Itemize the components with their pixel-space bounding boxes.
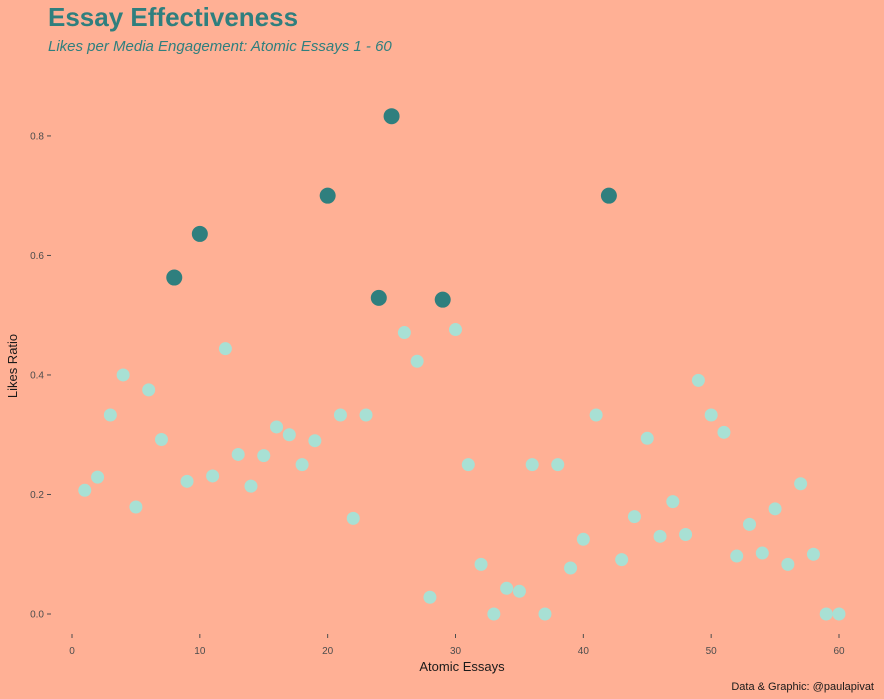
data-point [538,607,552,621]
y-axis: 0.0 0.2 0.4 0.6 0.8 [30,131,51,621]
data-point [333,408,347,422]
x-tick-label: 0 [69,646,75,657]
data-point [691,373,705,387]
data-point [806,547,820,561]
data-point [231,447,245,461]
data-point [627,510,641,524]
chart-subtitle: Likes per Media Engagement: Atomic Essay… [48,38,392,55]
data-point [576,532,590,546]
data-point [295,458,309,472]
data-point [206,469,220,483]
data-point [474,557,488,571]
x-tick-label: 60 [833,646,845,657]
highlighted-data-point [370,289,387,306]
y-tick-label: 0.4 [30,370,44,381]
y-tick-label: 0.0 [30,610,44,621]
data-point [142,383,156,397]
data-point [180,474,194,488]
data-point [91,470,105,484]
data-point [154,433,168,447]
x-axis: 0 10 20 30 40 50 60 [69,634,845,657]
data-point [704,408,718,422]
data-point [640,431,654,445]
data-point [781,557,795,571]
data-point [832,607,846,621]
data-point [794,477,808,491]
x-tick-label: 30 [450,646,462,657]
highlighted-data-point [383,108,400,125]
y-tick-label: 0.8 [30,131,44,142]
y-tick-label: 0.2 [30,490,44,501]
data-point [755,546,769,560]
data-point [615,553,629,567]
data-point [116,368,130,382]
data-point [666,495,680,509]
y-tick-label: 0.6 [30,251,44,262]
data-points [78,108,846,621]
data-point [768,502,782,516]
x-axis-title: Atomic Essays [419,659,505,674]
data-point [218,342,232,356]
data-point [359,408,373,422]
data-point [397,326,411,340]
data-point [308,434,322,448]
data-point [282,428,296,442]
highlighted-data-point [191,225,208,242]
data-point [410,354,424,368]
highlighted-data-point [319,187,336,204]
data-point [244,479,258,493]
data-point [743,517,757,531]
data-point [500,581,514,595]
data-point [461,458,475,472]
data-point [423,590,437,604]
data-point [512,584,526,598]
data-point [103,408,117,422]
data-point [449,323,462,337]
data-point [487,607,501,621]
data-point [551,458,565,472]
data-point [270,420,284,434]
highlighted-data-point [434,291,451,308]
chart-title: Essay Effectiveness [48,2,299,32]
x-tick-label: 50 [706,646,718,657]
highlighted-data-point [600,187,617,204]
x-tick-label: 40 [578,646,590,657]
data-point [257,449,271,463]
data-point [819,607,833,621]
chart-caption: Data & Graphic: @paulapivat [731,681,874,693]
data-point [679,528,693,542]
data-point [730,549,744,563]
x-tick-label: 10 [194,646,206,657]
data-point [525,458,539,472]
y-axis-title: Likes Ratio [5,334,20,398]
data-point [717,425,731,439]
data-point [346,511,360,525]
data-point [653,529,667,543]
data-point [129,500,143,514]
data-point [564,561,578,575]
data-point [589,408,603,422]
x-tick-label: 20 [322,646,334,657]
highlighted-data-point [166,269,183,286]
data-point [78,483,92,497]
